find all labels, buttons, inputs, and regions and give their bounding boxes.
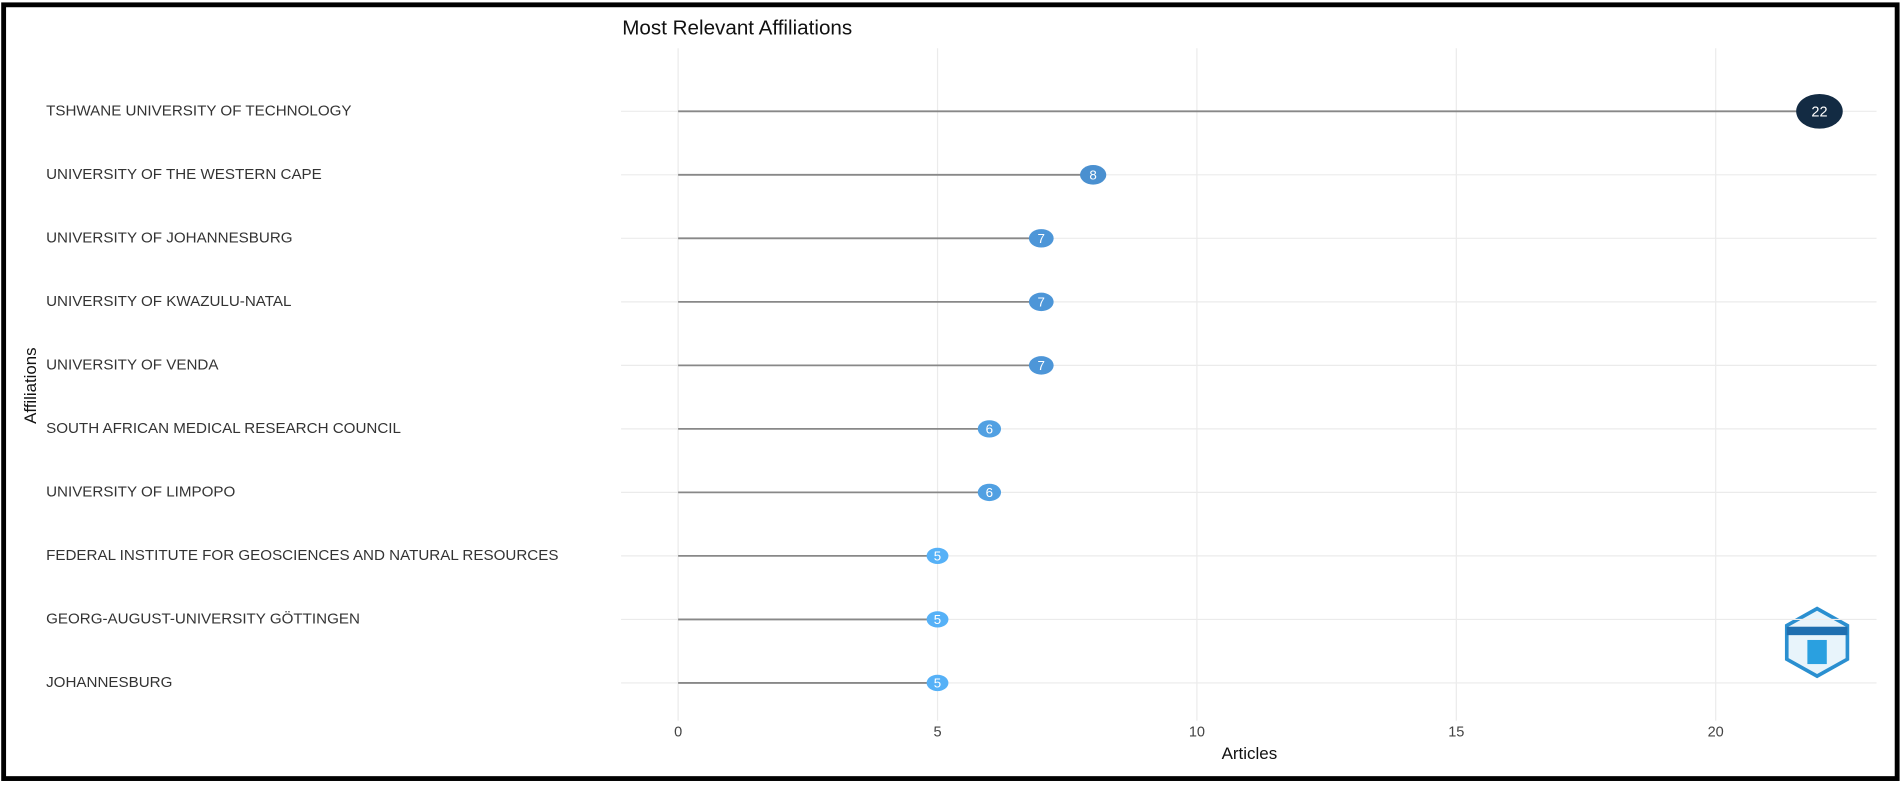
- x-tick-label: 5: [933, 725, 941, 741]
- y-tick-label: GEORG-AUGUST-UNIVERSITY GÖTTINGEN: [46, 609, 360, 627]
- y-tick-label: SOUTH AFRICAN MEDICAL RESEARCH COUNCIL: [46, 420, 401, 437]
- y-tick-label: UNIVERSITY OF VENDA: [46, 356, 219, 373]
- point: [926, 611, 949, 628]
- point: [977, 483, 1002, 502]
- x-tick-label: 10: [1189, 725, 1205, 741]
- x-tick-label: 0: [674, 725, 682, 741]
- x-tick-label: 20: [1708, 725, 1724, 741]
- point: [1028, 229, 1054, 248]
- value-label: 22: [1811, 104, 1827, 120]
- logo-icon: [1807, 639, 1827, 665]
- y-tick-label: UNIVERSITY OF THE WESTERN CAPE: [46, 166, 322, 183]
- y-tick-label: TSHWANE UNIVERSITY OF TECHNOLOGY: [46, 102, 351, 119]
- y-tick-label: JOHANNESBURG: [46, 674, 172, 691]
- point: [926, 674, 949, 692]
- x-tick-label: 15: [1448, 725, 1464, 741]
- point: [977, 420, 1002, 438]
- point: [1080, 165, 1107, 185]
- logo-band: [1786, 626, 1848, 636]
- point: [1028, 292, 1054, 312]
- point: [1796, 93, 1843, 129]
- value-label: 5: [934, 612, 941, 627]
- y-tick-label: FEDERAL INSTITUTE FOR GEOSCIENCES AND NA…: [46, 547, 558, 564]
- point: [926, 547, 949, 565]
- value-label: 5: [934, 549, 941, 564]
- value-label: 7: [1038, 231, 1045, 246]
- value-label: 6: [986, 485, 993, 500]
- y-axis-title: Affiliations: [21, 347, 40, 424]
- value-label: 7: [1038, 358, 1045, 373]
- y-tick-label: UNIVERSITY OF KWAZULU-NATAL: [46, 293, 291, 310]
- y-tick-label: UNIVERSITY OF LIMPOPO: [46, 483, 235, 500]
- value-label: 6: [986, 422, 993, 437]
- value-label: 5: [934, 676, 941, 691]
- x-axis-title: Articles: [1222, 744, 1278, 763]
- value-label: 8: [1089, 168, 1096, 183]
- value-label: 7: [1038, 295, 1045, 310]
- y-tick-label: UNIVERSITY OF JOHANNESBURG: [46, 229, 293, 246]
- logo: [1784, 606, 1850, 679]
- chart-title: Most Relevant Affiliations: [622, 16, 852, 39]
- point: [1028, 356, 1054, 375]
